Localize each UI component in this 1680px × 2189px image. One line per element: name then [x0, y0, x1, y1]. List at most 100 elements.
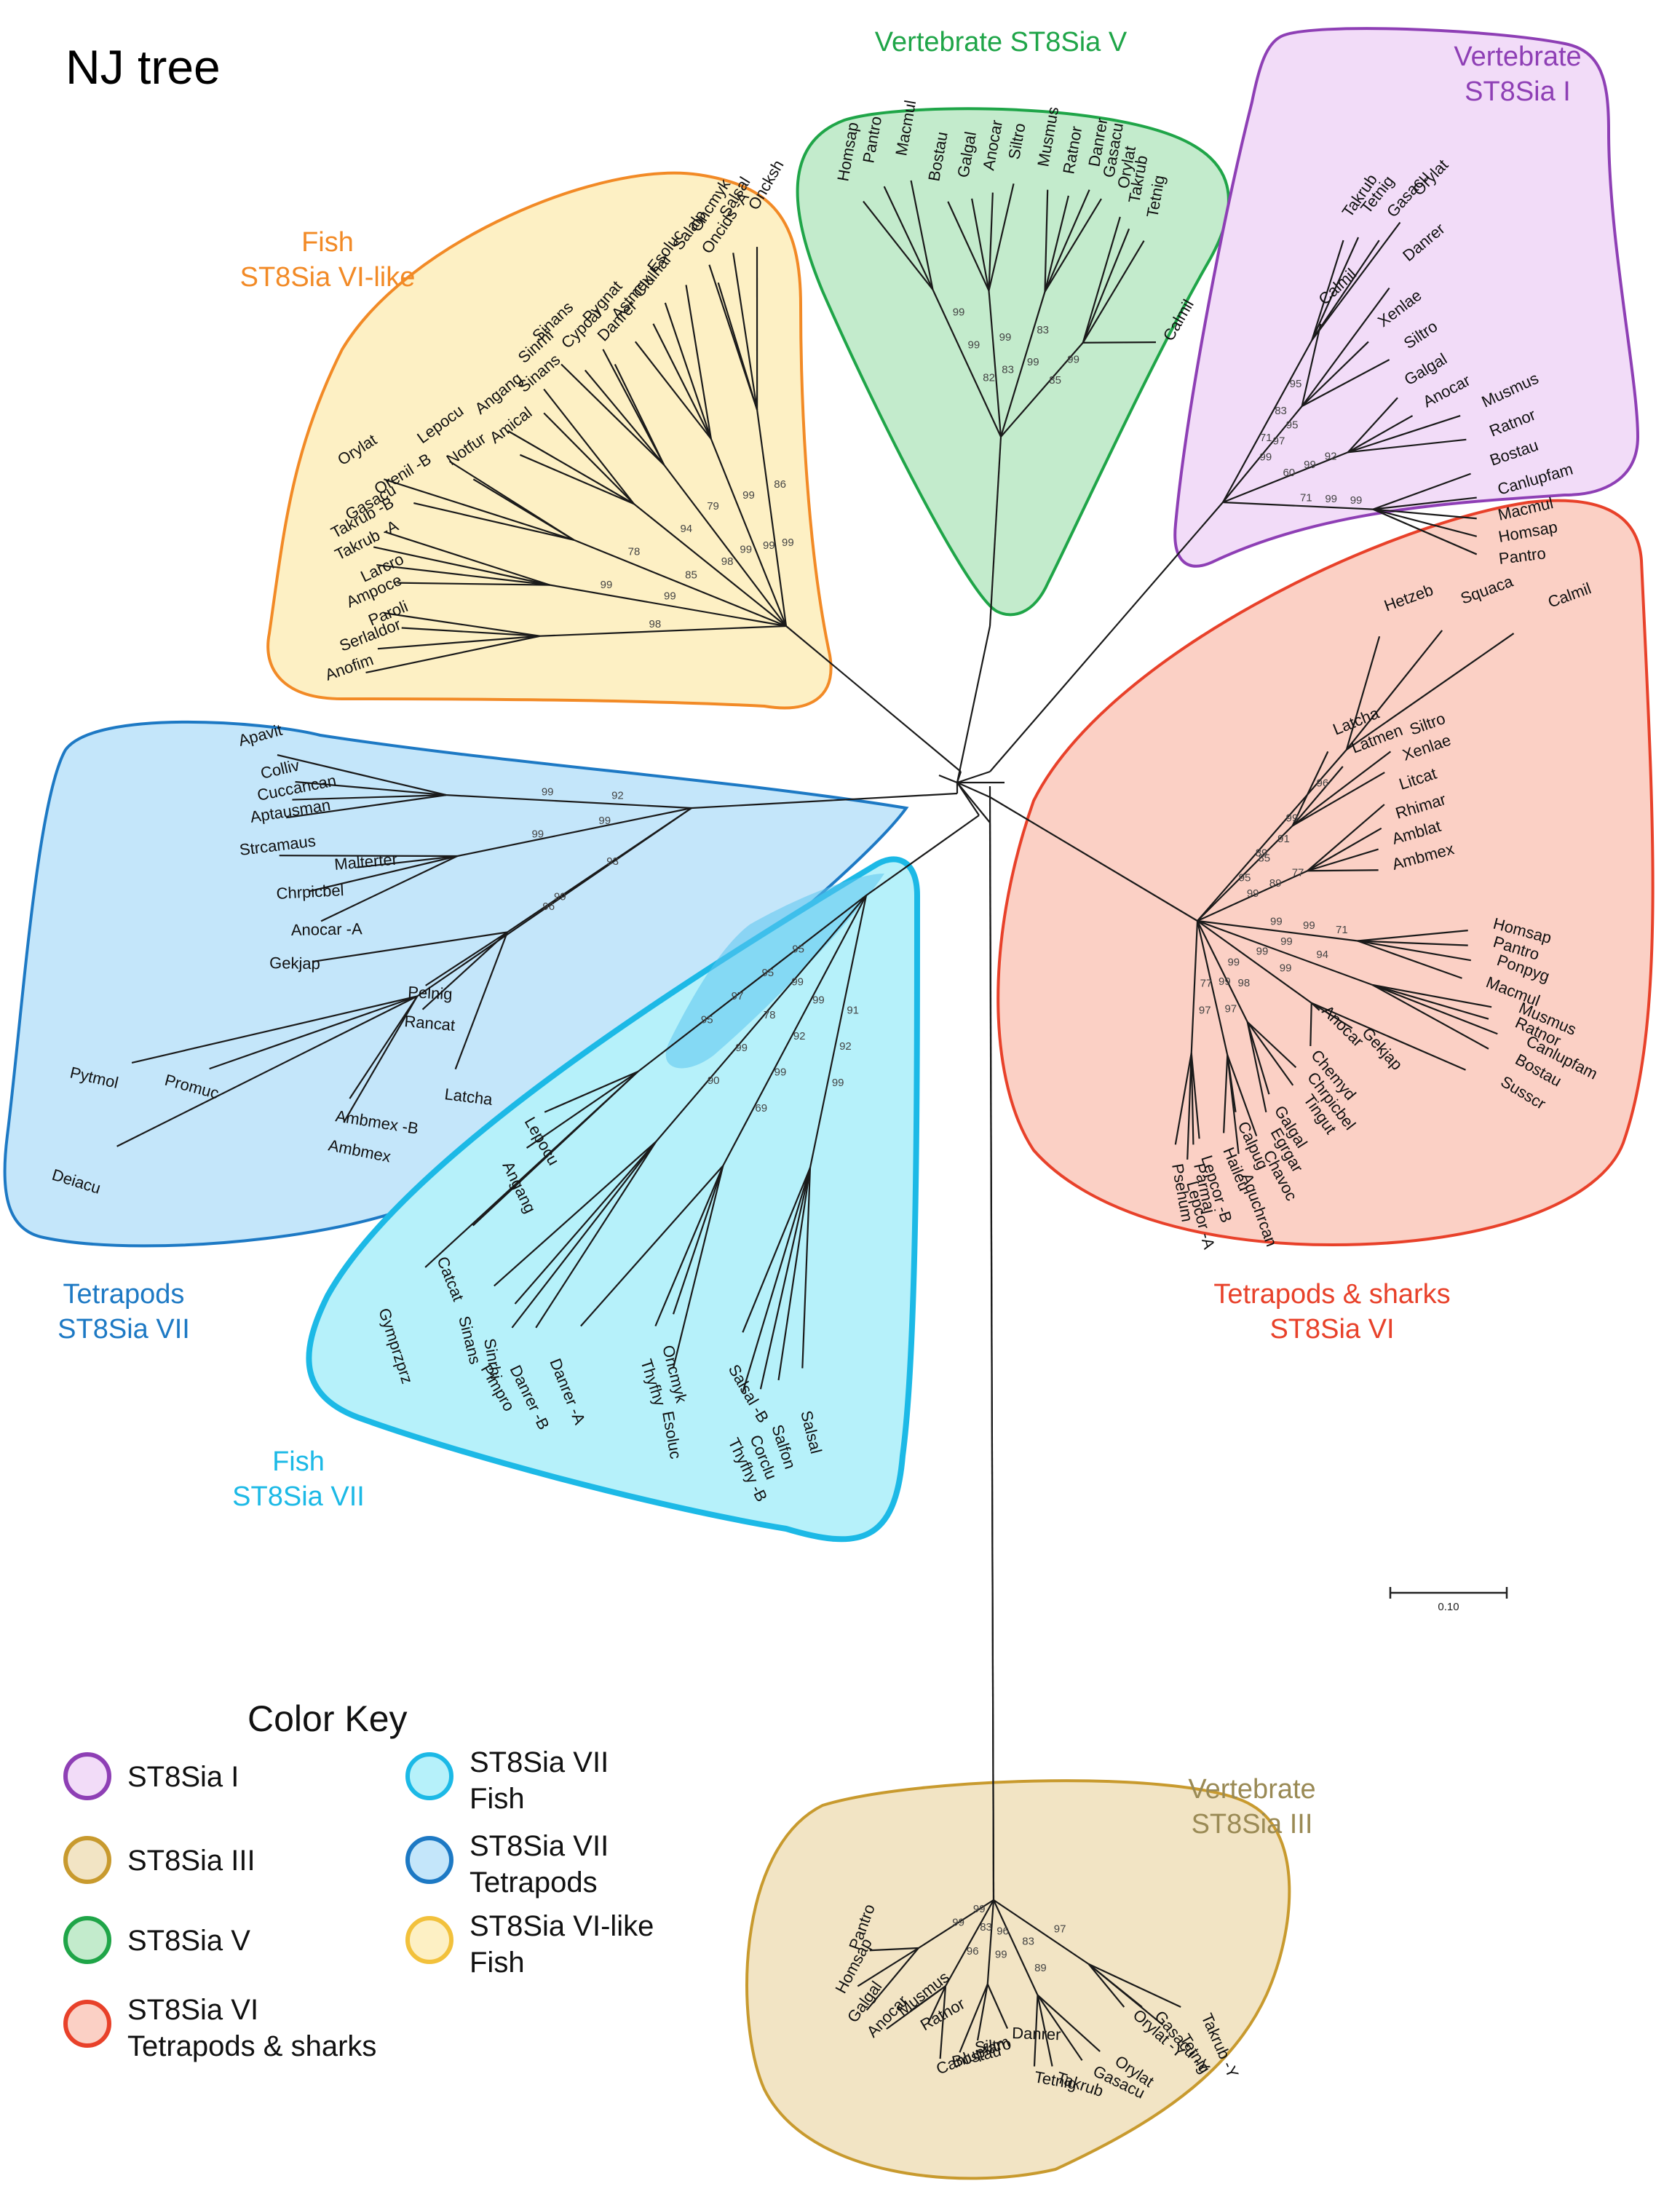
bootstrap-value: 99 — [953, 306, 965, 318]
leaf-label: Anocar -A — [291, 919, 363, 939]
branch-leaf — [1037, 1994, 1101, 2052]
branch-leaf — [1307, 869, 1379, 872]
bootstrap-value: 99 — [952, 1916, 964, 1928]
branch-leaf — [732, 253, 758, 411]
leaf-label: Siltro — [974, 2035, 1012, 2057]
branch-leaf — [1037, 1995, 1053, 2067]
branch-leaf — [349, 995, 419, 1099]
bootstrap-value: 92 — [1325, 450, 1337, 462]
scale-bar: 0.10 — [1389, 1587, 1508, 1613]
branch-leaf — [1346, 633, 1515, 751]
bootstrap-value: 99 — [601, 579, 613, 591]
branch-leaf — [777, 1167, 812, 1381]
branch-leaf — [1087, 1963, 1125, 2008]
branch-leaf — [560, 363, 665, 466]
branch-leaf — [1246, 1021, 1294, 1086]
bootstrap-value: 99 — [763, 539, 775, 552]
bootstrap-value: 96 — [1317, 777, 1329, 790]
branch-leaf — [1227, 1054, 1258, 1136]
branch-leaf — [1044, 195, 1069, 292]
bootstrap-value: 99 — [1067, 353, 1079, 365]
color-key-sublabel: Fish — [469, 1783, 525, 1815]
bootstrap-value: 91 — [847, 1004, 859, 1016]
branch-leaf — [312, 931, 508, 963]
branch-st8sia-iii-long — [988, 785, 995, 1901]
branch-internal — [756, 409, 788, 627]
branch-leaf — [1246, 1021, 1297, 1069]
branch-vil-base — [956, 771, 962, 783]
bootstrap-value: 93 — [606, 855, 619, 868]
bootstrap-value: 60 — [1283, 467, 1295, 479]
branch-leaf — [1373, 496, 1477, 510]
bootstrap-value: 99 — [999, 331, 1012, 344]
color-key-label: ST8Sia VI — [127, 1994, 258, 2026]
branch-leaf — [580, 1165, 724, 1327]
bootstrap-value: 98 — [1238, 977, 1251, 989]
branch-leaf — [1346, 630, 1443, 751]
branch-leaf — [526, 1071, 639, 1149]
bootstrap-value: 99 — [782, 537, 794, 549]
branch-leaf — [801, 1167, 812, 1369]
bootstrap-value: 71 — [1336, 924, 1348, 936]
bootstrap-value: 95 — [701, 1014, 713, 1026]
branch-leaf — [472, 478, 575, 541]
bootstrap-value: 79 — [707, 500, 719, 512]
bootstrap-value: 85 — [1049, 374, 1061, 387]
bootstrap-value: 77 — [1292, 867, 1304, 879]
figure-title: NJ tree — [66, 40, 221, 94]
branch-viit-stem — [691, 792, 958, 810]
branch-leaf — [1044, 189, 1090, 293]
bootstrap-value: 98 — [721, 555, 734, 568]
branch-internal — [988, 290, 1002, 438]
branch-leaf — [320, 855, 458, 922]
bootstrap-value: 77 — [1200, 978, 1213, 990]
bootstrap-value: 97 — [1273, 435, 1285, 447]
clade-subtitle: ST8Sia VII — [58, 1314, 190, 1345]
branch-internal — [1197, 870, 1308, 922]
branch-internal — [663, 464, 787, 627]
branch-leaf — [209, 995, 418, 1070]
branch-leaf — [584, 369, 665, 466]
branch-leaf — [1174, 1053, 1192, 1145]
branch-internal — [1196, 920, 1229, 1056]
bootstrap-value: 78 — [764, 1009, 776, 1021]
branch-leaf — [939, 1986, 947, 2059]
bootstrap-value: 99 — [1270, 916, 1283, 928]
branch-leaf — [454, 932, 509, 1070]
branch-v-stem — [988, 436, 1002, 627]
branch-internal — [722, 895, 867, 1166]
branch-leaf — [1088, 1963, 1181, 2008]
bootstrap-value: 99 — [973, 1903, 986, 1915]
branch-leaf — [1372, 508, 1478, 555]
bootstrap-value: 92 — [793, 1030, 806, 1042]
bootstrap-value: 97 — [1224, 1002, 1237, 1015]
bootstrap-value: 99 — [1219, 975, 1231, 988]
branch-leaf — [986, 1984, 1009, 2030]
branch-leaf — [365, 635, 540, 674]
branch-leaf — [424, 1071, 639, 1268]
branch-vi-base — [956, 781, 991, 799]
clade-title: Tetrapods & sharks — [1213, 1279, 1450, 1310]
branch-leaf — [511, 1141, 657, 1329]
bootstrap-value: 71 — [1260, 432, 1272, 444]
branch-leaf — [1372, 984, 1489, 1050]
bootstrap-value: 96 — [967, 1945, 979, 1958]
branch-leaf — [1082, 216, 1121, 344]
branch-leaf — [116, 995, 418, 1147]
color-key-swatch — [63, 1836, 111, 1884]
branch-leaf — [1347, 415, 1414, 454]
branch-internal — [637, 895, 867, 1072]
branch-leaf — [865, 1947, 919, 2011]
branch-leaf — [1033, 1995, 1039, 2067]
branch-iii-base — [956, 782, 991, 823]
branch-leaf — [1307, 848, 1379, 872]
bootstrap-value: 99 — [967, 339, 980, 351]
branch-leaf — [1292, 772, 1385, 827]
bootstrap-value: 89 — [1034, 1962, 1047, 1974]
color-key-swatch — [63, 2000, 111, 2048]
branch-internal — [1197, 749, 1347, 922]
branch-leaf — [1357, 940, 1471, 962]
branch-leaf — [988, 192, 994, 291]
bootstrap-value: 99 — [554, 891, 566, 903]
bootstrap-value: 83 — [1022, 1935, 1034, 1947]
